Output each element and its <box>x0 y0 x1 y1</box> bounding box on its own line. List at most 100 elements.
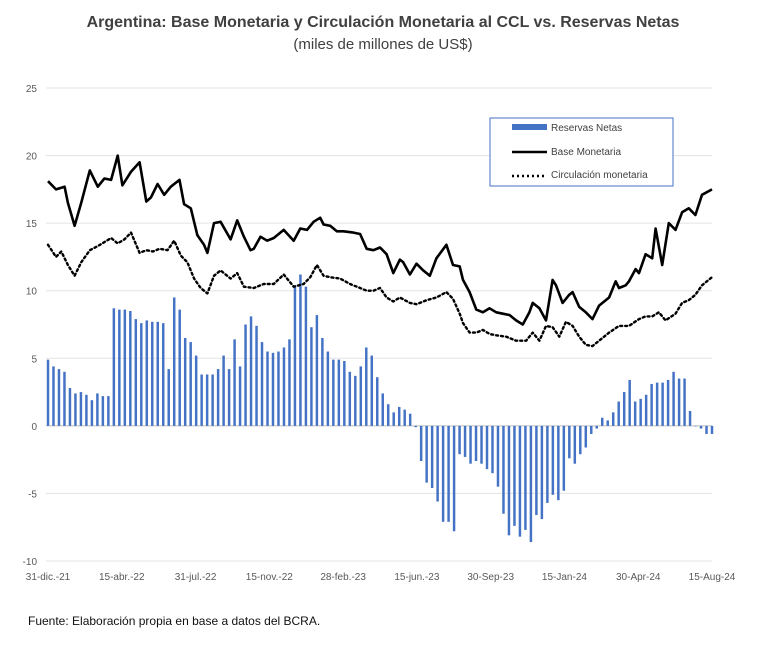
x-tick-label: 31-dic.-21 <box>26 572 71 583</box>
bar <box>590 425 593 434</box>
bar <box>617 401 620 426</box>
bar <box>162 323 165 426</box>
bar <box>227 369 231 426</box>
bar <box>134 319 138 426</box>
bar <box>403 409 406 426</box>
x-tick-label: 31-jul.-22 <box>175 572 217 583</box>
bar <box>414 425 417 428</box>
bar <box>354 375 357 426</box>
bars-reservas-netas <box>46 274 714 543</box>
x-tick-label: 15-abr.-22 <box>99 572 145 583</box>
bar <box>118 309 121 426</box>
bar <box>633 401 637 426</box>
bar <box>469 425 472 464</box>
bar <box>233 339 236 426</box>
bar <box>661 382 664 426</box>
bar <box>167 369 170 426</box>
bar <box>601 417 604 426</box>
line-base-monetaria <box>47 154 713 326</box>
bar <box>441 425 445 522</box>
bar <box>266 351 269 426</box>
bar <box>573 425 577 464</box>
bar <box>562 425 566 491</box>
bar <box>348 371 352 426</box>
bar <box>205 374 209 426</box>
bar <box>183 338 187 426</box>
bar <box>524 425 527 530</box>
bar <box>557 425 560 501</box>
bar <box>518 425 522 537</box>
bar <box>337 359 341 426</box>
x-tick-label: 15-Jan-24 <box>542 572 587 583</box>
y-tick-label: -5 <box>28 489 37 500</box>
bar <box>568 425 571 459</box>
bar <box>419 425 423 461</box>
bar <box>282 347 286 426</box>
bar <box>496 425 500 487</box>
bar <box>244 324 247 426</box>
bar <box>529 425 533 543</box>
bar <box>628 379 631 426</box>
legend-label-reservas: Reservas Netas <box>551 123 622 134</box>
bar <box>376 377 379 426</box>
y-tick-label: 0 <box>31 422 37 433</box>
bar <box>310 327 313 426</box>
bar <box>655 382 659 426</box>
bar <box>255 325 258 426</box>
bar <box>650 383 653 426</box>
bar <box>288 339 291 426</box>
x-tick-label: 28-feb.-23 <box>320 572 366 583</box>
y-tick-label: 15 <box>26 219 38 230</box>
bar <box>644 394 648 426</box>
bar <box>485 425 489 470</box>
bar <box>249 316 253 426</box>
bar <box>639 398 642 426</box>
bar <box>326 351 330 426</box>
y-tick-label: -10 <box>23 557 38 568</box>
bar <box>365 347 368 426</box>
bar <box>392 412 395 426</box>
bar <box>584 425 588 448</box>
bar <box>216 369 220 426</box>
bar <box>551 425 555 495</box>
bar <box>85 394 88 426</box>
bar <box>321 338 324 426</box>
bar <box>156 321 159 426</box>
bar <box>107 396 110 426</box>
bar <box>611 412 615 426</box>
chart-subtitle: (miles de millones de US$) <box>293 36 473 53</box>
bar <box>622 392 626 426</box>
y-tick-label: 5 <box>31 354 37 365</box>
bar <box>458 425 461 455</box>
bar <box>189 342 192 426</box>
bar <box>491 425 494 474</box>
bar <box>370 355 374 426</box>
bar <box>683 378 686 426</box>
bar <box>52 366 55 426</box>
bar <box>112 308 116 426</box>
bar <box>606 420 609 426</box>
bar <box>386 404 390 426</box>
bar <box>672 371 675 426</box>
x-tick-label: 30-Apr-24 <box>616 572 661 583</box>
legend-label-circulacion: Circulación monetaria <box>551 170 648 181</box>
bar <box>90 400 94 426</box>
bar <box>710 425 714 434</box>
bar <box>447 425 450 522</box>
x-axis-ticks: 31-dic.-21 15-abr.-22 31-jul.-22 15-nov.-22… <box>26 572 736 583</box>
bar <box>507 425 511 536</box>
bar <box>238 366 242 426</box>
bar <box>480 425 483 464</box>
bar <box>68 388 72 426</box>
bar <box>79 392 83 426</box>
bar <box>452 425 456 532</box>
bar <box>172 297 176 426</box>
bar <box>359 366 363 426</box>
bar <box>145 320 149 426</box>
bar <box>699 425 703 429</box>
x-tick-label: 30-Sep-23 <box>467 572 514 583</box>
x-tick-label: 15-Aug-24 <box>689 572 736 583</box>
bar <box>63 371 66 426</box>
bar <box>343 360 346 426</box>
bar <box>101 396 105 426</box>
